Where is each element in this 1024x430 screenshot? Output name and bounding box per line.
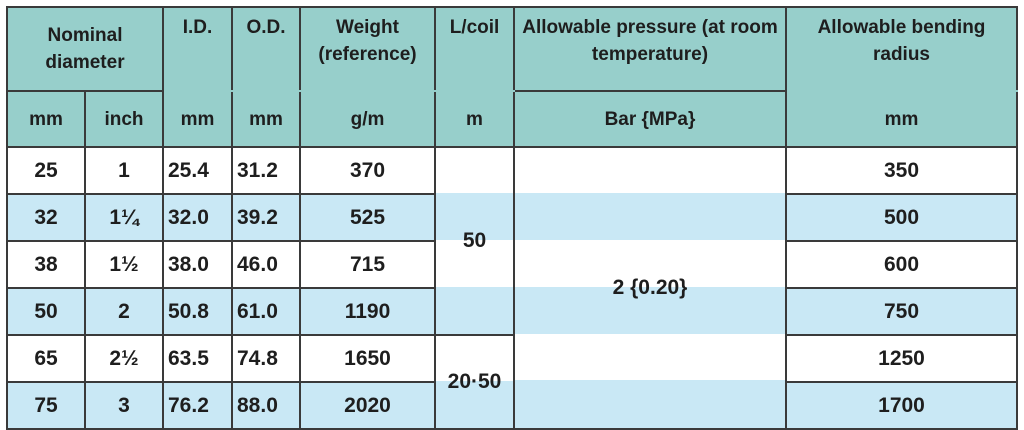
table-row: 65 2½ 63.5 74.8 1650 20·50 1250 [6,334,1018,430]
cell-weight: 715 [299,240,436,289]
header-nominal-diameter: Nominal diameter [6,6,164,92]
cell-inch: 1¼ [84,193,164,242]
cell-weight: 525 [299,193,436,242]
cell-mm: 25 [6,146,86,195]
cell-od: 88.0 [231,381,301,430]
cell-od: 74.8 [231,334,301,383]
cell-od: 61.0 [231,287,301,336]
cell-inch: 1 [84,146,164,195]
cell-od: 39.2 [231,193,301,242]
header-pressure: Allowable pressure (at room temperature) [513,6,787,92]
cell-lcoil-group-1: 50 [434,146,515,336]
cell-id: 38.0 [162,240,233,289]
header-lcoil: L/coil [434,6,515,92]
cell-id: 76.2 [162,381,233,430]
cell-inch: 2½ [84,334,164,383]
cell-mm: 65 [6,334,86,383]
cell-bending: 1700 [785,381,1018,430]
cell-id: 50.8 [162,287,233,336]
unit-lcoil: m [434,90,515,148]
cell-id: 32.0 [162,193,233,242]
cell-weight: 1190 [299,287,436,336]
cell-lcoil-group-2: 20·50 [434,334,515,430]
cell-inch: 2 [84,287,164,336]
unit-mm: mm [6,90,86,148]
cell-weight: 2020 [299,381,436,430]
cell-mm: 38 [6,240,86,289]
header-od: O.D. [231,6,301,92]
cell-bending: 600 [785,240,1018,289]
header-weight: Weight (reference) [299,6,436,92]
cell-inch: 1½ [84,240,164,289]
cell-weight: 370 [299,146,436,195]
cell-bending: 1250 [785,334,1018,383]
unit-bending: mm [785,90,1018,148]
table-row: 38 1½ 38.0 46.0 715 600 [6,240,1018,289]
table-row: 25 1 25.4 31.2 370 50 2 {0.20} 350 [6,146,1018,430]
header-id: I.D. [162,6,233,92]
table-row: 32 1¼ 32.0 39.2 525 500 [6,193,1018,242]
unit-id: mm [162,90,233,148]
unit-inch: inch [84,90,164,148]
unit-weight: g/m [299,90,436,148]
hose-spec-table: Nominal diameter I.D. O.D. Weight (refer… [6,6,1018,430]
cell-mm: 75 [6,381,86,430]
cell-bending: 500 [785,193,1018,242]
cell-mm: 32 [6,193,86,242]
table-row: 50 2 50.8 61.0 1190 750 [6,287,1018,336]
cell-weight: 1650 [299,334,436,383]
cell-mm: 50 [6,287,86,336]
cell-pressure: 2 {0.20} [513,146,787,430]
cell-od: 31.2 [231,146,301,195]
unit-od: mm [231,90,301,148]
cell-bending: 750 [785,287,1018,336]
unit-pressure: Bar {MPa} [513,90,787,148]
cell-id: 25.4 [162,146,233,195]
header-bending-radius: Allowable bending radius [785,6,1018,92]
cell-id: 63.5 [162,334,233,383]
table-row: 75 3 76.2 88.0 2020 1700 [6,381,1018,430]
cell-od: 46.0 [231,240,301,289]
cell-inch: 3 [84,381,164,430]
cell-bending: 350 [785,146,1018,195]
